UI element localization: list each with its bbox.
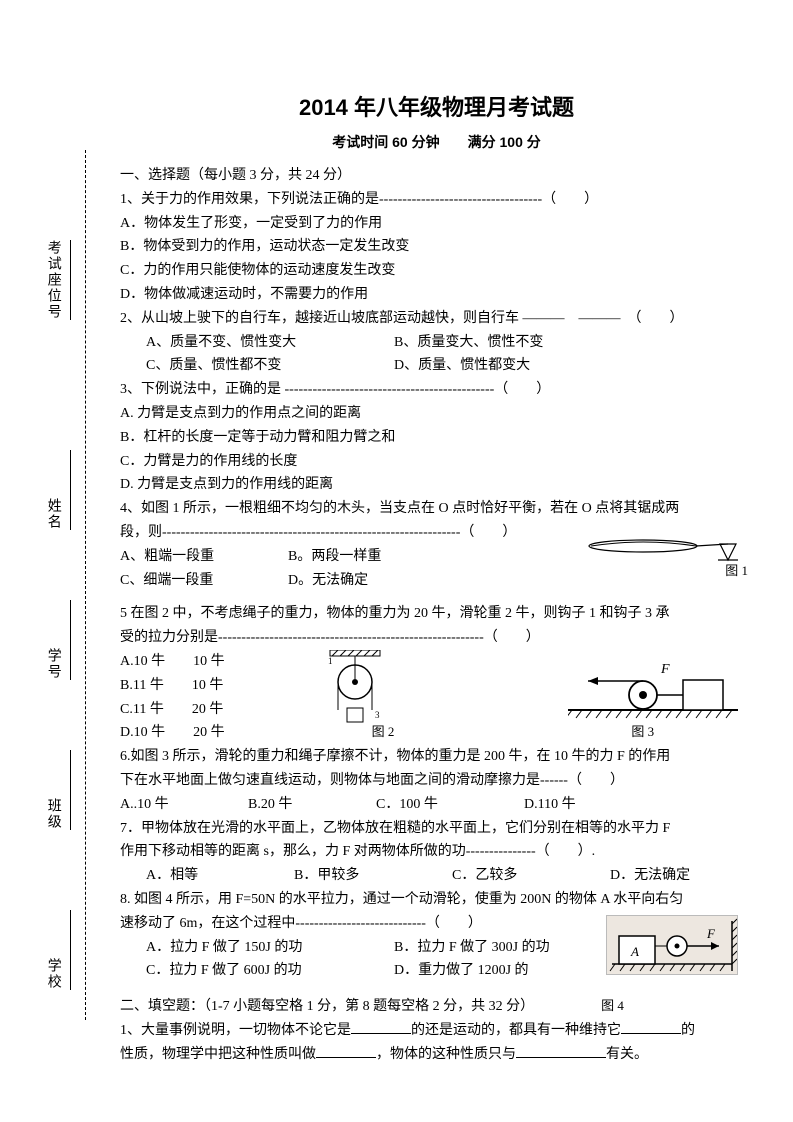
q7-opt-a: A．相等: [146, 864, 266, 888]
q2-opts-row1: A、质量不变、惯性变大 B、质量变大、惯性不变: [120, 331, 753, 355]
q4-opt-b: B。两段一样重: [288, 545, 381, 569]
q6-stem1: 6.如图 3 所示，滑轮的重力和绳子摩擦不计，物体的重力是 200 牛，在 10…: [120, 745, 753, 769]
fill-q1: 1、大量事例说明，一切物体不论它是 的还是运动的，都具有一种维持它 的: [120, 1019, 753, 1043]
fig4-label: 图 4: [601, 998, 624, 1013]
q7-stem2: 作用下移动相等的距离 s，那么，力 F 对两物体所做的功------------…: [120, 840, 753, 864]
svg-text:1: 1: [328, 656, 333, 666]
svg-text:F: F: [706, 926, 716, 941]
q3-opt-b: B．杠杆的长度一定等于动力臂和阻力臂之和: [120, 426, 753, 450]
blank-line: [516, 1057, 606, 1058]
q7-stem1: 7．甲物体放在光滑的水平面上，乙物体放在粗糙的水平面上，它们分别在相等的水平力 …: [120, 817, 753, 841]
q7-opt-d: D．无法确定: [610, 864, 690, 888]
section2-heading: 二、填空题：（1-7 小题每空格 1 分，第 8 题每空格 2 分，共 32 分…: [120, 999, 534, 1014]
sidebar-label-name: 姓名: [43, 498, 63, 530]
sidebar-label-class: 班级: [43, 798, 63, 830]
figure-3-pulley-horizontal: F: [568, 655, 738, 725]
blank-line: [316, 1057, 376, 1058]
fill-text: 的还是运动的，都具有一种维持它: [411, 1023, 621, 1038]
q5-opt-d: D.10 牛 20 牛: [120, 725, 225, 740]
fill-text: 有关。: [606, 1047, 648, 1062]
fig1-label: 图 1: [725, 560, 748, 579]
q6-opts: A..10 牛 B.20 牛 C．100 牛 D.110 牛: [120, 793, 753, 817]
figure-2-pulley: 1 3: [320, 650, 390, 730]
q6-opt-d: D.110 牛: [524, 793, 576, 817]
q8-stem1: 8. 如图 4 所示，用 F=50N 的水平拉力，通过一个动滑轮，使重为 200…: [120, 888, 753, 912]
figure-4-block: A F: [606, 915, 738, 975]
fill-text: ，物体的这种性质只与: [376, 1047, 516, 1062]
sidebar-blank: [70, 750, 87, 830]
sidebar-label-school: 学校: [43, 958, 63, 990]
svg-text:A: A: [630, 944, 639, 959]
fill-text: 的: [681, 1023, 695, 1038]
q2-opt-a: A、质量不变、惯性变大: [146, 331, 366, 355]
q3-opt-c: C．力臂是力的作用线的长度: [120, 450, 753, 474]
q1-stem: 1、关于力的作用效果，下列说法正确的是---------------------…: [120, 188, 753, 212]
q8-opt-d: D．重力做了 1200J 的: [394, 959, 529, 983]
q1-opt-b: B．物体受到力的作用，运动状态一定发生改变: [120, 235, 753, 259]
fig3-label: 图 3: [631, 724, 654, 739]
q2-opts-row2: C、质量、惯性都不变 D、质量、惯性都变大: [120, 354, 753, 378]
q4-opt-a: A、粗端一段重: [120, 545, 260, 569]
q1-opt-a: A．物体发生了形变，一定受到了力的作用: [120, 212, 753, 236]
q8-opt-c: C．拉力 F 做了 600J 的功: [146, 959, 366, 983]
sidebar-label-seat: 考试座位号: [43, 240, 63, 320]
fill-text: 性质，物理学中把这种性质叫做: [120, 1047, 316, 1062]
q3-opt-d: D. 力臂是支点到力的作用线的距离: [120, 473, 753, 497]
q4-opt-d: D。无法确定: [288, 569, 368, 593]
binding-sidebar: 学校 班级 学号 姓名 考试座位号: [30, 170, 100, 1010]
q3-opt-a: A. 力臂是支点到力的作用点之间的距离: [120, 402, 753, 426]
q2-opt-c: C、质量、惯性都不变: [146, 354, 366, 378]
section1-heading: 一、选择题（每小题 3 分，共 24 分）: [120, 164, 753, 188]
svg-text:3: 3: [375, 710, 380, 720]
q4-opt-c: C、细端一段重: [120, 569, 260, 593]
q8-opt-b: B．拉力 F 做了 300J 的功: [394, 936, 550, 960]
q5-stem1: 5 在图 2 中，不考虑绳子的重力，物体的重力为 20 牛，滑轮重 2 牛，则钩…: [120, 602, 753, 626]
q8-opt-a: A．拉力 F 做了 150J 的功: [146, 936, 366, 960]
q2-opt-d: D、质量、惯性都变大: [394, 354, 530, 378]
q6-opt-c: C．100 牛: [376, 793, 496, 817]
q2-stem: 2、从山坡上驶下的自行车，越接近山坡底部运动越快，则自行车 ——— ——— （ …: [120, 307, 753, 331]
q6-opt-a: A..10 牛: [120, 793, 220, 817]
blank-line: [351, 1033, 411, 1034]
blank-line: [621, 1033, 681, 1034]
q7-opts: A．相等 B．甲较多 C．乙较多 D．无法确定: [120, 864, 753, 888]
page-subtitle: 考试时间 60 分钟 满分 100 分: [120, 132, 753, 152]
figure-1-lever: [588, 530, 738, 570]
fill-text: 1、大量事例说明，一切物体不论它是: [120, 1023, 351, 1038]
q4-stem1: 4、如图 1 所示，一根粗细不均匀的木头，当支点在 O 点时恰好平衡，若在 O …: [120, 497, 753, 521]
q5-stem2: 受的拉力分别是---------------------------------…: [120, 626, 753, 650]
sidebar-blank: [70, 450, 87, 530]
q6-stem2: 下在水平地面上做匀速直线运动，则物体与地面之间的滑动摩擦力是------（ ）: [120, 769, 753, 793]
force-label: F: [660, 662, 670, 677]
fill-q1b: 性质，物理学中把这种性质叫做 ，物体的这种性质只与 有关。: [120, 1043, 753, 1067]
q2-opt-b: B、质量变大、惯性不变: [394, 331, 543, 355]
q1-opt-c: C．力的作用只能使物体的运动速度发生改变: [120, 259, 753, 283]
q7-opt-b: B．甲较多: [294, 864, 424, 888]
sidebar-blank: [70, 240, 87, 320]
q7-opt-c: C．乙较多: [452, 864, 582, 888]
q6-opt-b: B.20 牛: [248, 793, 348, 817]
q1-opt-d: D．物体做减速运动时，不需要力的作用: [120, 283, 753, 307]
exam-page: 学校 班级 学号 姓名 考试座位号 2014 年八年级物理月考试题 考试时间 6…: [0, 0, 793, 1122]
q3-stem: 3、下例说法中，正确的是 ---------------------------…: [120, 378, 753, 402]
sidebar-blank: [70, 910, 87, 990]
sidebar-label-number: 学号: [43, 648, 63, 680]
sidebar-blank: [70, 600, 87, 680]
q4-opts-row2: C、细端一段重 D。无法确定: [120, 569, 753, 593]
page-title: 2014 年八年级物理月考试题: [120, 90, 753, 122]
